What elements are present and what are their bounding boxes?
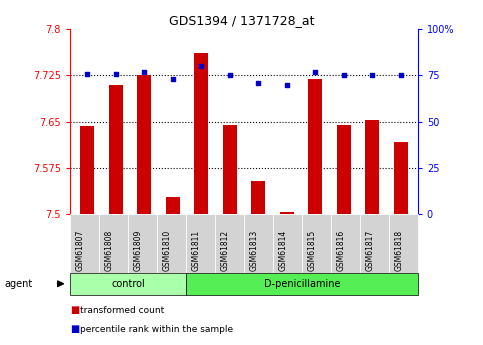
Point: [83, 71, 91, 76]
Text: ■: ■: [70, 325, 79, 334]
Point: [112, 71, 119, 76]
Bar: [137, 76, 151, 214]
Text: transformed count: transformed count: [80, 306, 164, 315]
Text: GSM61813: GSM61813: [249, 229, 258, 271]
Text: GDS1394 / 1371728_at: GDS1394 / 1371728_at: [169, 14, 314, 27]
Point: [226, 73, 233, 78]
Text: GSM61814: GSM61814: [278, 229, 287, 271]
Point: [169, 76, 176, 82]
Text: ■: ■: [70, 306, 79, 315]
Text: GSM61815: GSM61815: [307, 229, 316, 271]
Bar: [166, 197, 180, 214]
Text: GSM61809: GSM61809: [133, 229, 142, 271]
Bar: [365, 120, 379, 214]
Text: GSM61810: GSM61810: [162, 229, 171, 271]
Text: GSM61812: GSM61812: [220, 230, 229, 271]
Point: [140, 69, 148, 75]
Point: [255, 80, 262, 86]
Bar: [280, 212, 294, 214]
Text: agent: agent: [5, 279, 33, 289]
Bar: [223, 125, 237, 214]
Text: GSM61816: GSM61816: [336, 229, 345, 271]
Point: [340, 73, 348, 78]
Text: GSM61808: GSM61808: [104, 229, 114, 271]
Bar: [394, 142, 408, 214]
Bar: [109, 85, 123, 214]
Bar: [308, 79, 322, 214]
Text: GSM61817: GSM61817: [365, 229, 374, 271]
Text: GSM61818: GSM61818: [394, 230, 403, 271]
Bar: [80, 126, 94, 214]
Point: [312, 69, 319, 75]
Bar: [251, 181, 265, 214]
Bar: [337, 125, 351, 214]
Point: [197, 63, 205, 69]
Text: control: control: [111, 279, 145, 289]
Point: [283, 82, 291, 87]
Text: D-penicillamine: D-penicillamine: [264, 279, 340, 289]
Text: GSM61807: GSM61807: [75, 229, 85, 271]
Bar: [194, 53, 208, 214]
Point: [369, 73, 376, 78]
Text: percentile rank within the sample: percentile rank within the sample: [80, 325, 233, 334]
Point: [397, 73, 405, 78]
Text: GSM61811: GSM61811: [191, 230, 200, 271]
